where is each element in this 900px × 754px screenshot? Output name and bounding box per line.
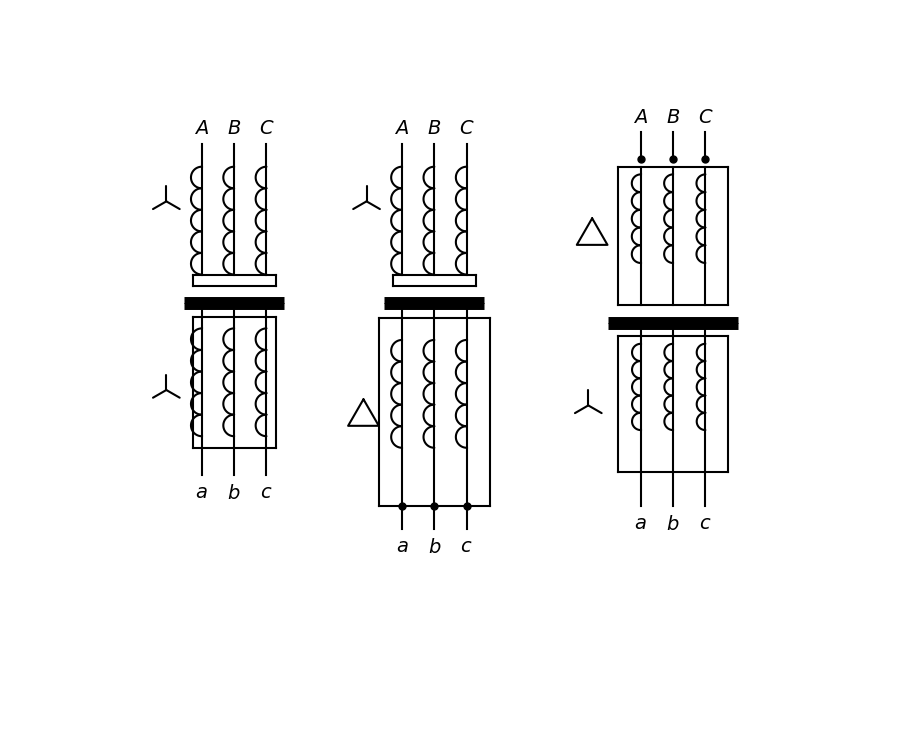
Text: $c$: $c$ — [699, 515, 712, 533]
Text: $a$: $a$ — [396, 538, 409, 556]
Text: $C$: $C$ — [459, 120, 474, 138]
Text: $a$: $a$ — [634, 515, 647, 533]
Text: $c$: $c$ — [260, 484, 273, 502]
Text: $B$: $B$ — [428, 120, 441, 138]
Text: $A$: $A$ — [394, 120, 410, 138]
Text: $C$: $C$ — [258, 120, 274, 138]
Text: $c$: $c$ — [461, 538, 472, 556]
Text: $C$: $C$ — [698, 109, 713, 127]
Text: $a$: $a$ — [195, 484, 208, 502]
Text: $b$: $b$ — [428, 538, 441, 557]
Text: $b$: $b$ — [228, 484, 241, 503]
Text: $b$: $b$ — [666, 515, 680, 534]
Text: $B$: $B$ — [227, 120, 241, 138]
Text: $A$: $A$ — [633, 109, 648, 127]
Text: $B$: $B$ — [666, 109, 680, 127]
Text: $A$: $A$ — [194, 120, 210, 138]
